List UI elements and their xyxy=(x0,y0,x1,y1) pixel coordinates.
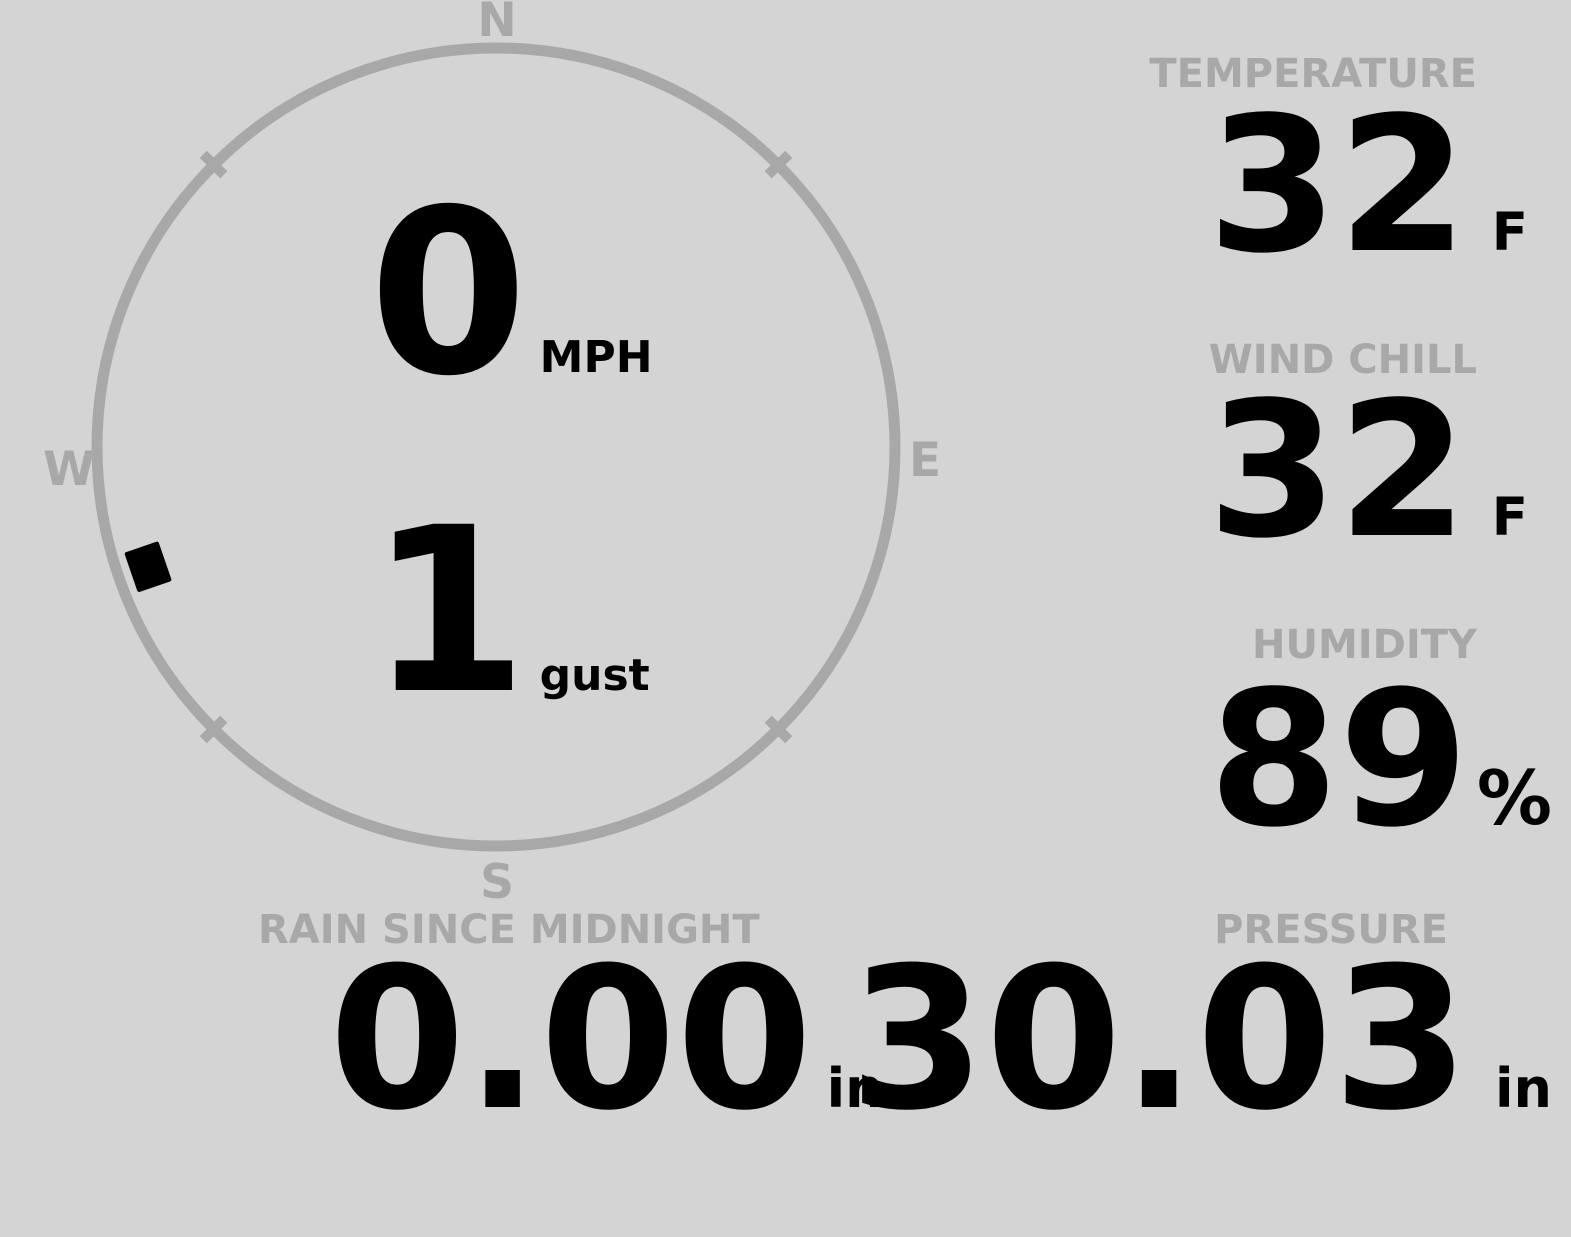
pressure-unit: in xyxy=(1495,1057,1552,1120)
temperature-stat: 32 F xyxy=(1208,93,1528,280)
pressure-label: PRESSURE xyxy=(1214,907,1448,953)
compass-label-south: S xyxy=(480,855,514,910)
humidity-label: HUMIDITY xyxy=(1252,622,1477,668)
compass-label-west: W xyxy=(43,442,95,497)
rain-since-midnight-value: 0.00 xyxy=(329,926,813,1154)
compass-tick-sw-icon xyxy=(199,715,228,744)
compass-tick-se-icon xyxy=(764,715,793,744)
wind-speed-unit: MPH xyxy=(539,332,653,383)
temperature-label: TEMPERATURE xyxy=(1149,51,1477,97)
compass-label-east: E xyxy=(908,433,942,488)
wind-gust-value: 1 xyxy=(369,478,528,744)
wind-gust-unit: gust xyxy=(539,650,650,701)
wind-chill-value: 32 xyxy=(1207,362,1468,580)
wind-chill-unit: F xyxy=(1491,487,1528,548)
wind-direction-marker-group xyxy=(124,541,172,592)
wind-gust: 1 gust xyxy=(369,497,650,725)
rain-since-midnight-label: RAIN SINCE MIDNIGHT xyxy=(258,907,760,953)
compass-tick-ne-icon xyxy=(764,150,793,179)
temperature-value: 32 xyxy=(1207,77,1468,295)
temperature-unit: F xyxy=(1491,202,1528,263)
humidity-unit: % xyxy=(1476,754,1552,842)
wind-chill-label: WIND CHILL xyxy=(1208,337,1477,383)
compass-tick-nw-icon xyxy=(199,150,228,179)
compass-label-north: N xyxy=(477,0,517,48)
pressure-value: 30.03 xyxy=(849,926,1470,1154)
rain-since-midnight-unit: in xyxy=(826,1057,884,1120)
humidity-stat: 89 % xyxy=(1209,667,1552,854)
wind-speed-value: 0 xyxy=(369,160,528,426)
pressure-stat: 30.03 in xyxy=(849,942,1552,1138)
wind-direction-marker-icon xyxy=(124,541,172,592)
humidity-value: 89 xyxy=(1208,651,1469,869)
wind-speed: 0 MPH xyxy=(369,179,653,407)
wind-chill-stat: 32 F xyxy=(1208,378,1528,565)
rain-since-midnight-stat: 0.00 in xyxy=(329,942,884,1138)
compass-ring xyxy=(91,42,901,852)
